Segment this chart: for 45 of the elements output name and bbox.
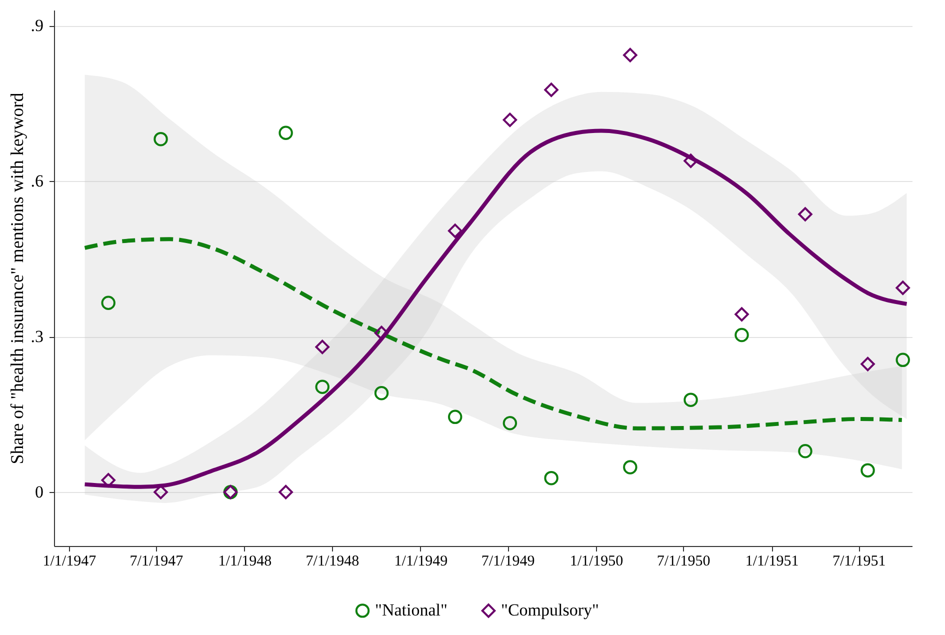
point — [734, 328, 749, 342]
x-tick-label: 7/1/1949 — [481, 554, 535, 570]
point — [278, 484, 293, 500]
x-tick-label: 1/1/1951 — [745, 554, 799, 570]
point — [154, 132, 168, 146]
point — [374, 326, 389, 340]
point — [896, 352, 910, 368]
y-axis-title: Share of "health insurance" mentions with keyword — [6, 92, 27, 464]
line-series — [82, 237, 904, 430]
point — [798, 207, 812, 222]
point — [315, 340, 330, 354]
y-tick-label: .9 — [30, 16, 44, 36]
point — [896, 280, 910, 295]
point — [544, 82, 558, 97]
point — [860, 356, 875, 372]
point — [502, 416, 518, 430]
point — [374, 386, 389, 400]
point — [448, 410, 462, 424]
point — [448, 224, 462, 238]
y-tick-label: .3 — [30, 327, 44, 346]
point — [101, 473, 116, 488]
y-tick-label: .6 — [30, 172, 44, 191]
x-tick-label: 7/1/1948 — [306, 554, 360, 570]
x-tick-label: 7/1/1951 — [832, 554, 886, 570]
legend-label: "National" — [375, 600, 448, 620]
y-tick-label: 0 — [35, 482, 44, 502]
point — [502, 112, 518, 128]
x-tick-label: 1/1/1948 — [218, 554, 272, 570]
point — [623, 48, 638, 62]
point — [860, 463, 875, 478]
point — [623, 460, 638, 474]
x-tick-label: 7/1/1950 — [656, 554, 710, 570]
point — [684, 154, 698, 168]
x-tick-label: 7/1/1947 — [130, 554, 184, 570]
point — [684, 392, 698, 407]
point — [734, 307, 749, 322]
legend-label: "Compulsory" — [501, 600, 599, 620]
x-tick-label: 1/1/1947 — [42, 554, 97, 570]
point — [278, 126, 293, 140]
point — [315, 380, 330, 394]
point — [798, 444, 812, 458]
point — [101, 296, 116, 310]
point — [544, 470, 558, 486]
x-tick-label: 1/1/1950 — [570, 554, 624, 570]
x-tick-label: 1/1/1949 — [394, 554, 448, 570]
